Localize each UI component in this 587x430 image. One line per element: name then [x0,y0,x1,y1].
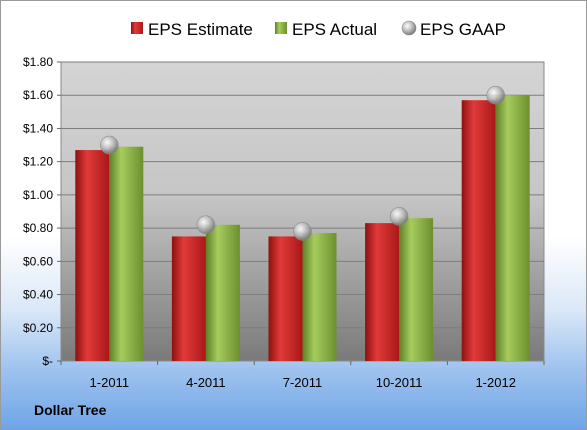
bar-eps-actual [399,218,434,361]
x-tick-label: 1-2012 [475,375,515,390]
x-tick-label: 4-2011 [186,375,226,390]
bar-eps-actual [495,95,530,361]
y-tick-label: $0.80 [23,221,53,235]
bar-eps-estimate [365,223,400,361]
gaap-markers [100,85,506,241]
bar-eps-estimate [268,236,303,361]
bar-eps-estimate [171,236,206,361]
bar-eps-estimate [75,150,110,361]
legend-swatch-eps-actual [275,22,287,34]
y-tick-label: $0.60 [23,254,53,268]
y-axis-ticks: $- $0.20 $0.40 $0.60 $0.80 $1.00 $1.20 $1.40 $1.… [23,55,53,368]
y-tick-label: $1.80 [23,55,53,69]
legend-swatch-eps-gaap [401,20,417,36]
bar-eps-actual [302,233,337,361]
company-name: Dollar Tree [34,402,107,418]
legend-label-eps-actual: EPS Actual [292,20,377,39]
bar-eps-actual [109,146,144,361]
y-tick-label: $1.40 [23,121,53,135]
y-tick-label: $1.00 [23,188,53,202]
legend-label-eps-gaap: EPS GAAP [420,20,506,39]
gaap-marker [100,135,119,155]
bar-eps-actual [205,224,240,361]
gaap-marker [196,215,216,235]
y-tick-label: $1.20 [23,155,53,169]
gaap-marker [389,207,409,226]
y-tick-label: $0.20 [23,321,53,335]
bar-eps-estimate [461,100,496,361]
legend-label-eps-estimate: EPS Estimate [148,20,253,39]
y-tick-label: $1.60 [23,88,53,102]
legend-swatch-eps-estimate [131,22,143,34]
x-tick-label: 1-2011 [90,375,130,390]
x-tick-label: 7-2011 [283,375,323,390]
y-tick-label: $- [42,354,53,368]
gaap-marker [293,222,312,241]
bars [75,95,530,361]
gaap-marker [486,85,506,105]
legend: EPS Estimate EPS Actual EPS GAAP [131,20,506,39]
y-tick-label: $0.40 [23,288,53,302]
x-tick-label: 10-2011 [376,375,423,390]
x-axis-ticks: 1-2011 4-2011 7-2011 10-2011 1-2012 [60,361,545,390]
